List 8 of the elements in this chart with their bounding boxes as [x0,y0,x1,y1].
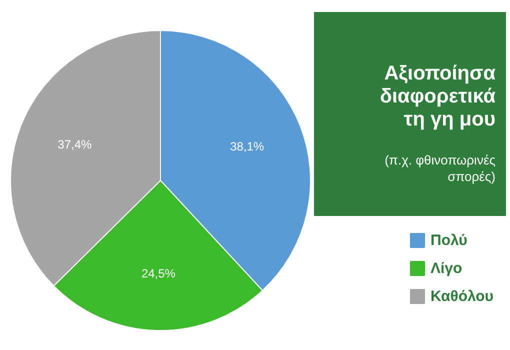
legend-label: Πολύ [430,232,468,249]
data-label: 24,5% [141,266,176,280]
legend-label: Καθόλου [430,288,494,305]
legend-label: Λίγο [430,260,462,277]
text: Αξιοποίησα διαφορετικά τη γη μου [380,62,496,131]
text: (π.χ. φθινοπωρινές σπορές) [384,152,496,184]
data-label: 38,1% [230,140,264,154]
data-label: 37,4% [58,138,92,152]
